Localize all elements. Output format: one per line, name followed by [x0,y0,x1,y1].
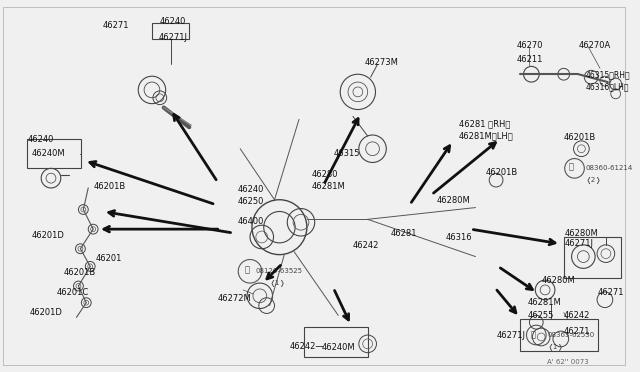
Text: Ⓢ: Ⓢ [568,163,573,171]
Bar [564,237,621,278]
Text: 46280M: 46280M [564,229,598,238]
Text: 46281M: 46281M [527,298,561,307]
Text: 46201D: 46201D [29,308,62,317]
Text: 46271: 46271 [103,21,129,30]
Text: 46255: 46255 [527,311,554,321]
Text: A' 62'' 0073: A' 62'' 0073 [547,359,589,365]
Text: Ⓑ: Ⓑ [244,265,249,275]
Text: 46273M: 46273M [365,58,399,67]
Text: 46280: 46280 [312,170,339,179]
Bar [520,319,598,351]
Text: 46281M: 46281M [312,182,346,191]
Text: 46281 〈RH〉: 46281 〈RH〉 [459,119,510,128]
Text: 46280M: 46280M [436,196,470,205]
Text: 46201B: 46201B [485,169,518,177]
Text: 46201B: 46201B [64,268,96,278]
Text: 46271: 46271 [598,288,625,297]
Text: 46400: 46400 [237,217,264,227]
Text: 46315〈RH〉: 46315〈RH〉 [586,70,630,79]
Text: 46201: 46201 [96,254,122,263]
Bar [152,23,189,39]
Text: 46201D: 46201D [31,231,64,240]
Text: 46271J: 46271J [564,239,594,248]
Text: 46240: 46240 [237,185,264,194]
Text: 46271J: 46271J [497,331,526,340]
Text: 46240: 46240 [160,17,186,26]
Text: 46242—: 46242— [289,342,324,351]
Text: 46270: 46270 [516,41,543,50]
Text: 46316〈LH〉: 46316〈LH〉 [586,82,629,91]
Text: 46272M: 46272M [218,294,252,303]
Text: Ⓢ: Ⓢ [531,330,536,339]
Text: 46201B: 46201B [94,182,126,191]
Text: 46201C: 46201C [57,288,89,297]
Text: 46271J: 46271J [159,33,188,42]
Bar [28,139,81,169]
Text: 46281M〈LH〉: 46281M〈LH〉 [459,131,513,140]
Text: ❬1❭: ❬1❭ [269,280,286,287]
Text: 46270A: 46270A [579,41,611,50]
Text: 08363-62530: 08363-62530 [547,332,595,338]
Text: ❬1❭: ❬1❭ [547,344,563,351]
Text: 46201B: 46201B [564,133,596,142]
Text: 46240M: 46240M [31,149,65,158]
Bar [304,327,367,357]
Text: 46240: 46240 [28,135,54,144]
Text: 08360-61214: 08360-61214 [586,166,632,171]
Text: 46315: 46315 [333,149,360,158]
Text: 46240M: 46240M [321,343,355,352]
Text: 46316: 46316 [446,233,473,242]
Text: 46250: 46250 [237,197,264,206]
Text: 46211: 46211 [516,55,543,64]
Text: 46242: 46242 [564,311,590,321]
Text: ❬2❭: ❬2❭ [586,177,602,184]
Text: 08120-63525: 08120-63525 [256,268,303,275]
Text: 46271: 46271 [564,327,590,336]
Text: 46281: 46281 [390,229,417,238]
Text: 46242: 46242 [353,241,380,250]
Text: 46280M: 46280M [541,276,575,285]
